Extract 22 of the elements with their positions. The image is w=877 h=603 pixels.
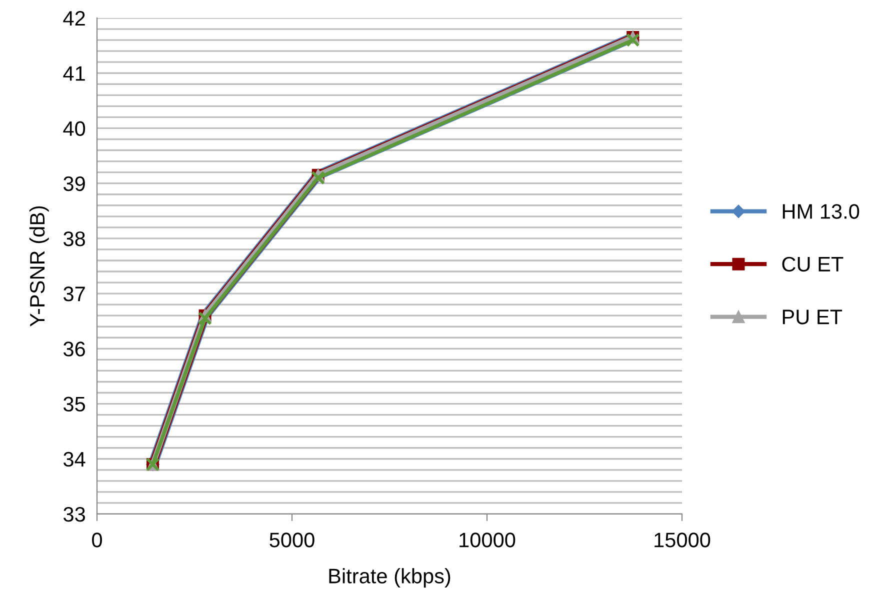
- point: [626, 33, 640, 47]
- x-tick-label: 5000: [270, 532, 314, 548]
- y-tick-label: 38: [64, 231, 85, 246]
- point: [198, 311, 212, 326]
- y-tick-label: 34: [64, 452, 86, 467]
- y-tick-label: 39: [64, 176, 85, 192]
- y-tick-label: 35: [64, 396, 86, 412]
- y-axis-title: Y-PSNR (dB): [29, 206, 49, 327]
- y-tick-label: 37: [64, 286, 85, 302]
- y-tick-label: 36: [64, 342, 85, 356]
- point: [311, 170, 326, 185]
- y-tick-label: 42: [63, 11, 85, 26]
- legend-label: CU ET: [782, 256, 844, 272]
- legend-label: HM 13.0: [782, 204, 860, 219]
- y-tick-label: 33: [64, 507, 85, 522]
- x-tick-label: 15000: [654, 532, 710, 548]
- x-tick-label: 10000: [460, 532, 516, 548]
- y-tick-label: 41: [63, 66, 85, 81]
- x-tick-label: 0: [92, 532, 102, 548]
- x-axis-title: Bitrate (kbps): [329, 568, 450, 588]
- y-tick-label: 40: [63, 121, 86, 136]
- legend-label: PU ET: [782, 310, 842, 324]
